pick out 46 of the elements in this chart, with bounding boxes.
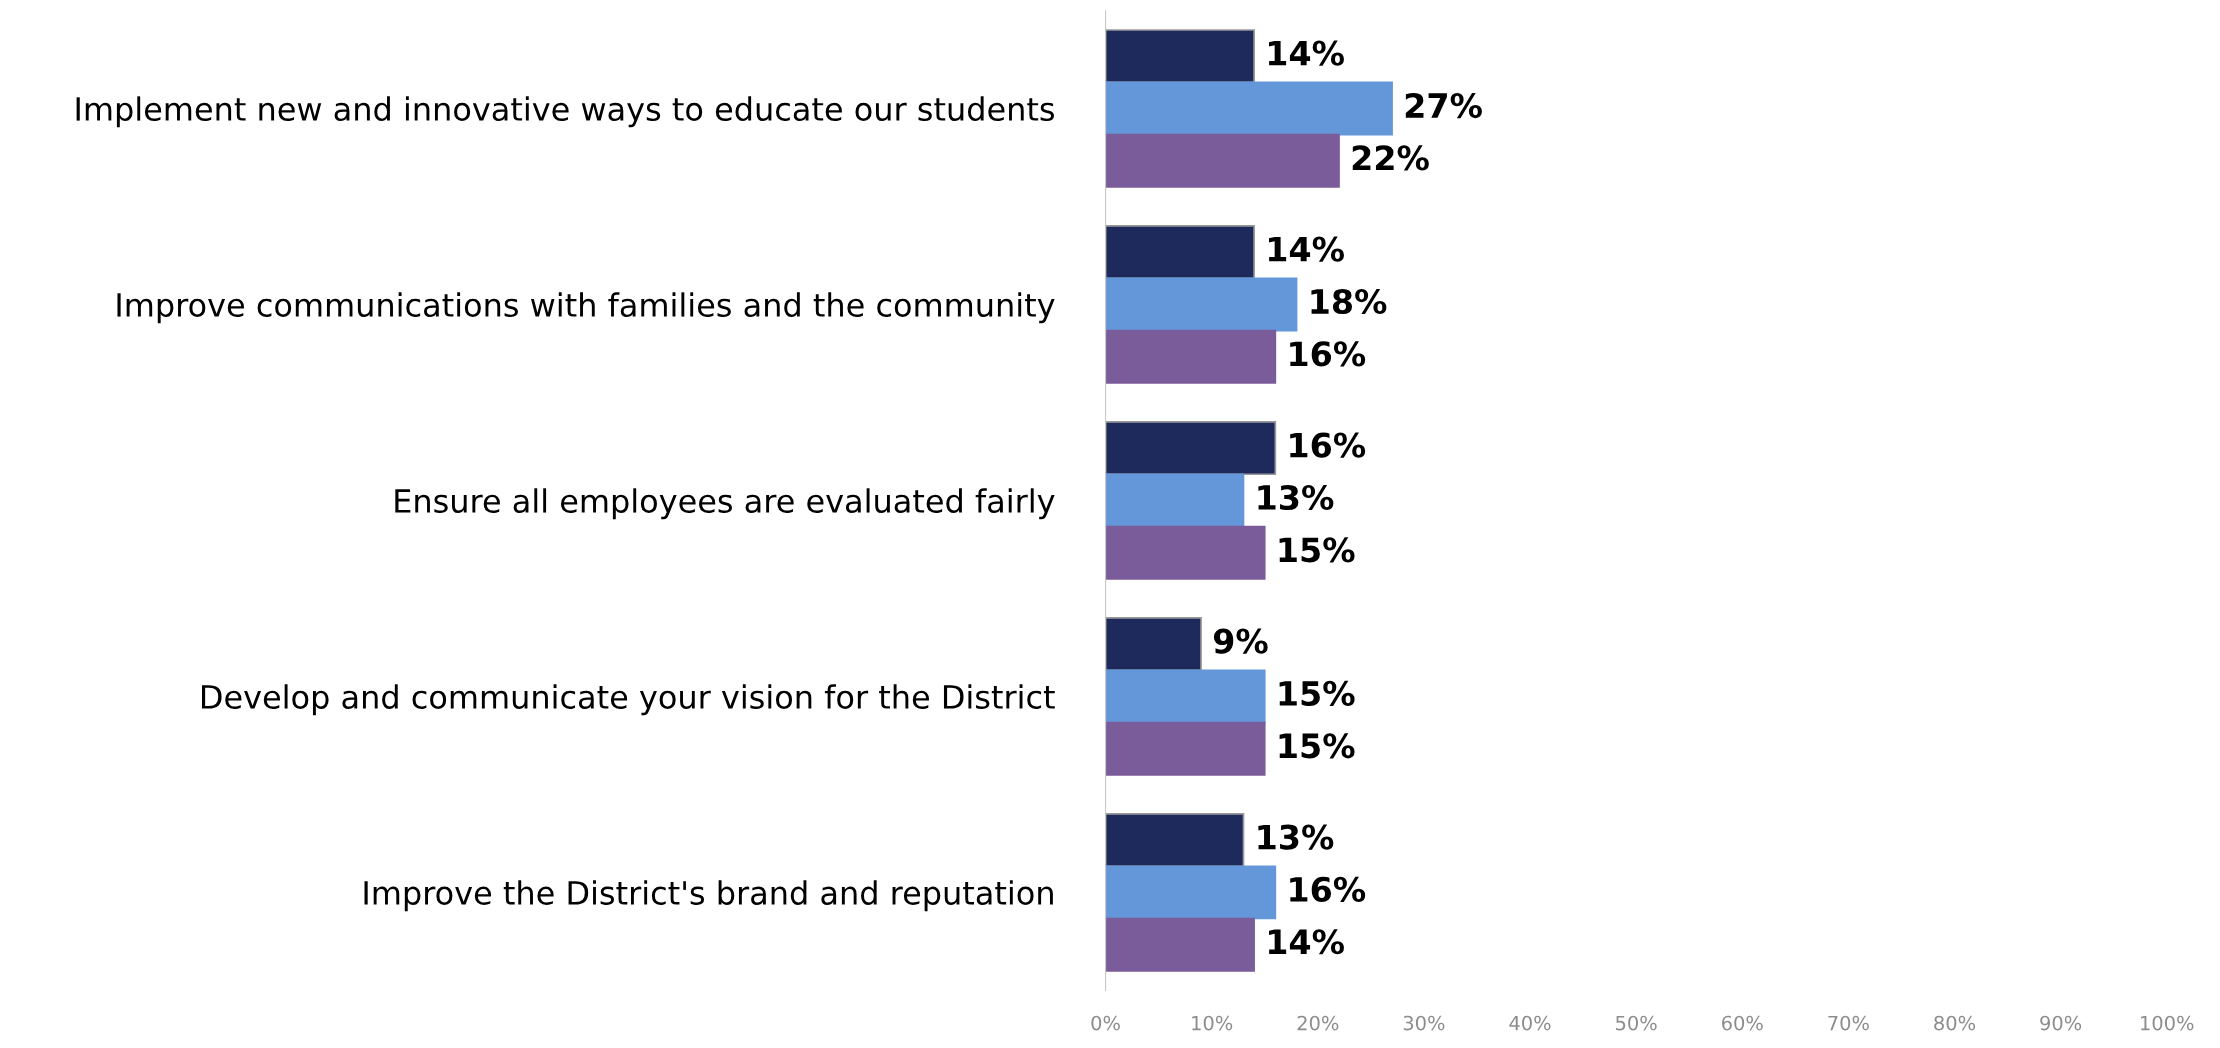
data-label: 9% (1213, 628, 1268, 654)
data-label: 18% (1311, 288, 1387, 315)
data-label: 15% (1279, 680, 1355, 707)
bar (1105, 617, 1202, 672)
x-tick-label: 60% (1722, 1015, 1763, 1031)
data-label: 22% (1352, 145, 1429, 171)
bar (1105, 721, 1266, 776)
x-tick-label: 50% (1616, 1015, 1657, 1031)
data-label: 27% (1405, 92, 1482, 119)
y-tick-label: Ensure all employees are evaluated fairly (395, 488, 1055, 520)
bar (1105, 525, 1266, 580)
x-tick-label: 70% (1828, 1015, 1869, 1031)
bar (1105, 421, 1277, 476)
data-label: 15% (1279, 733, 1355, 759)
x-tick-label: 90% (2040, 1015, 2082, 1031)
data-label: 14% (1268, 929, 1344, 955)
bar (1105, 917, 1255, 972)
data-label: 14% (1268, 40, 1344, 66)
x-tick-label: 100% (2141, 1015, 2194, 1031)
bar (1105, 225, 1255, 280)
data-label: 13% (1258, 824, 1334, 850)
bar (1105, 865, 1277, 920)
x-tick-label: 20% (1297, 1015, 1339, 1031)
x-tick-label: 80% (1934, 1015, 1976, 1031)
y-tick-label: Improve communications with families and the community (117, 292, 1055, 324)
data-label: 16% (1290, 432, 1366, 458)
data-label: 16% (1290, 876, 1366, 903)
data-label: 14% (1268, 236, 1344, 262)
x-tick-label: 40% (1509, 1015, 1551, 1031)
bar (1105, 813, 1245, 868)
bar (1105, 473, 1245, 528)
data-label: 16% (1290, 341, 1366, 367)
data-label: 15% (1279, 537, 1355, 563)
y-tick-label: Improve the District's brand and reputation (364, 880, 1053, 912)
x-tick-label: 30% (1403, 1015, 1445, 1031)
x-tick-label: 10% (1192, 1015, 1233, 1031)
bar (1105, 669, 1266, 724)
y-tick-label: Implement new and innovative ways to educate our students (76, 96, 1055, 128)
data-label: 13% (1258, 484, 1334, 511)
bar (1105, 277, 1298, 332)
bar (1105, 29, 1255, 84)
bar (1105, 133, 1340, 188)
x-tick-label: 0% (1091, 1015, 1120, 1031)
bar (1105, 81, 1393, 136)
y-tick-label: Develop and communicate your vision for the District (201, 684, 1055, 716)
bar (1105, 329, 1277, 384)
